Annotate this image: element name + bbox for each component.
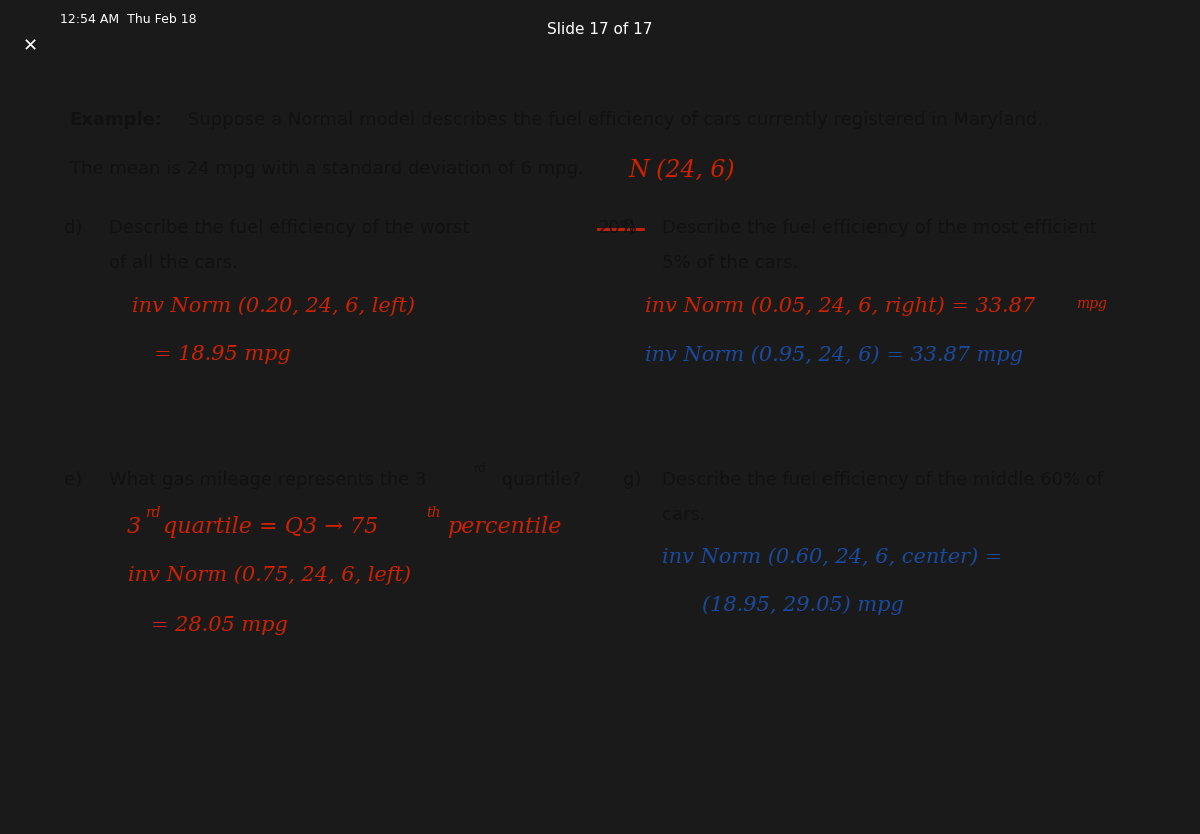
Text: Slide 17 of 17: Slide 17 of 17 bbox=[547, 22, 653, 37]
Text: 20%: 20% bbox=[598, 219, 637, 237]
Text: cars.: cars. bbox=[662, 506, 706, 524]
Text: = 18.95 mpg: = 18.95 mpg bbox=[155, 345, 292, 364]
Text: = 28.05 mpg: = 28.05 mpg bbox=[151, 616, 288, 635]
Text: The mean is 24 mpg with a standard deviation of 6 mpg.: The mean is 24 mpg with a standard devia… bbox=[70, 159, 583, 178]
Text: Describe the fuel efficiency of the most efficient: Describe the fuel efficiency of the most… bbox=[662, 219, 1097, 237]
Text: quartile = Q3 → 75: quartile = Q3 → 75 bbox=[163, 515, 379, 538]
Text: ✕: ✕ bbox=[23, 38, 37, 56]
Text: (18.95, 29.05) mpg: (18.95, 29.05) mpg bbox=[702, 595, 904, 615]
Text: Example:: Example: bbox=[70, 111, 163, 129]
Text: th: th bbox=[426, 506, 440, 520]
Text: Describe the fuel efficiency of the worst: Describe the fuel efficiency of the wors… bbox=[109, 219, 470, 237]
Text: 3: 3 bbox=[126, 515, 140, 538]
Text: 5% of the cars.: 5% of the cars. bbox=[662, 254, 798, 272]
Text: N (24, 6): N (24, 6) bbox=[629, 159, 734, 183]
Text: rd: rd bbox=[145, 506, 161, 520]
Text: g): g) bbox=[623, 471, 641, 490]
Text: Describe the fuel efficiency of the middle 60% of: Describe the fuel efficiency of the midd… bbox=[662, 471, 1103, 490]
Text: rd: rd bbox=[474, 461, 486, 475]
Text: d): d) bbox=[65, 219, 83, 237]
Text: percentile: percentile bbox=[446, 515, 560, 538]
Text: inv Norm (0.95, 24, 6) = 33.87 mpg: inv Norm (0.95, 24, 6) = 33.87 mpg bbox=[646, 345, 1024, 364]
Text: What gas mileage represents the 3: What gas mileage represents the 3 bbox=[109, 471, 427, 490]
Text: f): f) bbox=[623, 219, 636, 237]
Text: inv Norm (0.75, 24, 6, left): inv Norm (0.75, 24, 6, left) bbox=[128, 565, 412, 585]
Text: inv Norm (0.20, 24, 6, left): inv Norm (0.20, 24, 6, left) bbox=[132, 297, 415, 316]
Text: 12:54 AM  Thu Feb 18: 12:54 AM Thu Feb 18 bbox=[60, 13, 197, 26]
Text: mpg: mpg bbox=[1076, 297, 1106, 311]
Text: quartile?: quartile? bbox=[497, 471, 581, 490]
Text: inv Norm (0.60, 24, 6, center) =: inv Norm (0.60, 24, 6, center) = bbox=[662, 548, 1002, 567]
Text: e): e) bbox=[65, 471, 83, 490]
Text: inv Norm (0.05, 24, 6, right) = 33.87: inv Norm (0.05, 24, 6, right) = 33.87 bbox=[646, 297, 1036, 316]
Text: of all the cars.: of all the cars. bbox=[109, 254, 239, 272]
Text: Suppose a Normal model describes the fuel efficiency of cars currently registere: Suppose a Normal model describes the fue… bbox=[188, 111, 1043, 129]
